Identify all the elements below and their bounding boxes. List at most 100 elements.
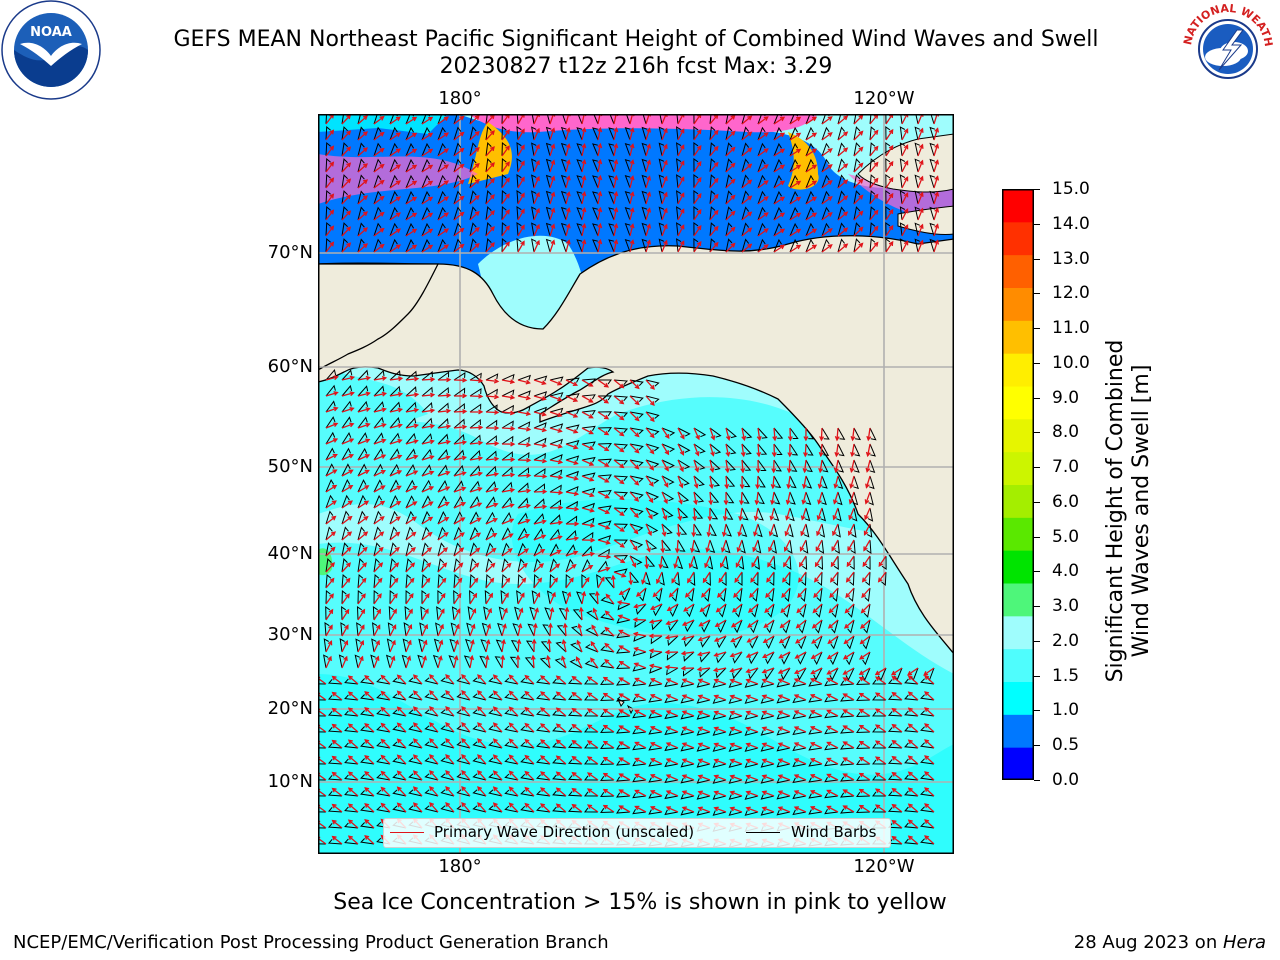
wave-direction-arrow (546, 638, 552, 653)
wind-barb (805, 222, 814, 237)
wave-direction-arrow (645, 427, 655, 439)
wind-barb (424, 677, 439, 685)
wind-barb (741, 459, 752, 471)
wave-direction-arrow (885, 192, 894, 205)
wind-barb (805, 427, 815, 440)
wave-direction-arrow (777, 710, 791, 717)
wind-barb (856, 776, 871, 782)
wave-direction-arrow (437, 655, 443, 669)
wave-direction-arrow (811, 635, 823, 644)
wind-barb (469, 238, 477, 253)
wave-direction-arrow (453, 147, 465, 157)
wave-direction-arrow (549, 563, 561, 573)
wave-direction-arrow (501, 177, 510, 189)
wind-barb (469, 511, 479, 525)
wave-direction-arrow (501, 410, 516, 416)
wave-direction-arrow (517, 518, 531, 525)
wave-direction-arrow (437, 470, 451, 477)
wind-barb (789, 206, 799, 221)
wind-barb (648, 761, 663, 767)
wave-direction-arrow (837, 115, 849, 125)
wind-barb (693, 507, 704, 519)
wave-direction-arrow (853, 194, 864, 205)
wind-barb (421, 142, 431, 157)
wave-direction-arrow (813, 571, 823, 583)
wind-barb (344, 694, 359, 701)
wind-barb (632, 776, 647, 783)
wind-barb (920, 822, 935, 829)
wave-direction-arrow (618, 741, 631, 749)
wind-barb (549, 438, 563, 445)
wind-barb (734, 619, 743, 634)
wind-barb (648, 697, 663, 703)
colorbar-tick-mark (1034, 223, 1040, 225)
wave-direction-arrow (799, 539, 807, 552)
wave-direction-arrow (858, 692, 871, 701)
wind-barb (780, 667, 791, 681)
wave-direction-arrow (405, 546, 416, 557)
wind-barb (501, 125, 507, 141)
wind-barb (776, 730, 791, 736)
wave-direction-arrow (501, 592, 509, 605)
wind-barb (357, 494, 366, 509)
wind-barb (824, 712, 839, 719)
wave-direction-arrow (533, 548, 546, 557)
wind-barb (741, 174, 750, 189)
wind-barb (581, 487, 596, 494)
wind-barb (592, 239, 599, 253)
wave-direction-arrow (924, 755, 935, 765)
wind-barb (485, 496, 496, 509)
colorbar-tick-mark (1034, 640, 1040, 642)
wind-barb (465, 638, 471, 653)
wave-direction-arrow (891, 835, 903, 845)
wave-direction-arrow (661, 191, 668, 205)
wind-barb (914, 158, 920, 173)
wind-barb (592, 191, 599, 205)
wind-barb (504, 757, 519, 765)
wave-direction-arrow (429, 785, 439, 797)
wind-barb (773, 491, 781, 505)
wave-direction-arrow (461, 785, 471, 797)
wave-direction-arrow (740, 459, 746, 474)
wave-direction-arrow (708, 475, 714, 490)
wave-direction-arrow (524, 770, 535, 781)
wave-direction-arrow (516, 638, 522, 653)
wave-direction-arrow (661, 175, 668, 189)
wave-direction-arrow (453, 455, 468, 461)
wind-barb (872, 759, 887, 765)
wave-direction-arrow (453, 502, 467, 509)
wind-barb (818, 555, 824, 570)
wind-barb (373, 369, 385, 381)
wind-barb (485, 373, 499, 381)
wind-barb (887, 727, 903, 733)
wave-direction-arrow (373, 454, 387, 461)
wind-barb (520, 757, 535, 765)
wind-barb (385, 654, 392, 669)
wind-barb (456, 741, 471, 749)
wind-barb (666, 651, 679, 661)
wave-legend-label: Primary Wave Direction (unscaled) (434, 823, 695, 841)
wave-direction-arrow (437, 486, 451, 493)
wave-direction-arrow (540, 739, 551, 749)
wave-direction-arrow (341, 210, 352, 221)
wave-direction-arrow (501, 518, 515, 525)
wave-direction-arrow (613, 539, 625, 548)
wave-direction-arrow (777, 726, 791, 733)
wave-direction-arrow (869, 209, 879, 221)
wind-barb (531, 142, 537, 157)
wind-barb (767, 603, 775, 618)
wave-direction-arrow (389, 196, 402, 205)
wave-direction-arrow (453, 654, 459, 669)
wave-direction-arrow (389, 562, 400, 573)
wave-direction-arrow (716, 587, 727, 598)
wind-barb (357, 142, 365, 157)
wave-direction-arrow (613, 475, 625, 485)
wind-barb (344, 822, 359, 829)
wave-direction-arrow (469, 502, 483, 509)
wave-direction-arrow (874, 667, 887, 676)
wave-direction-arrow (885, 224, 894, 237)
wind-barb (801, 571, 807, 587)
wave-direction-arrow (421, 639, 428, 653)
wave-direction-arrow (761, 726, 775, 733)
wave-direction-arrow (826, 693, 839, 701)
